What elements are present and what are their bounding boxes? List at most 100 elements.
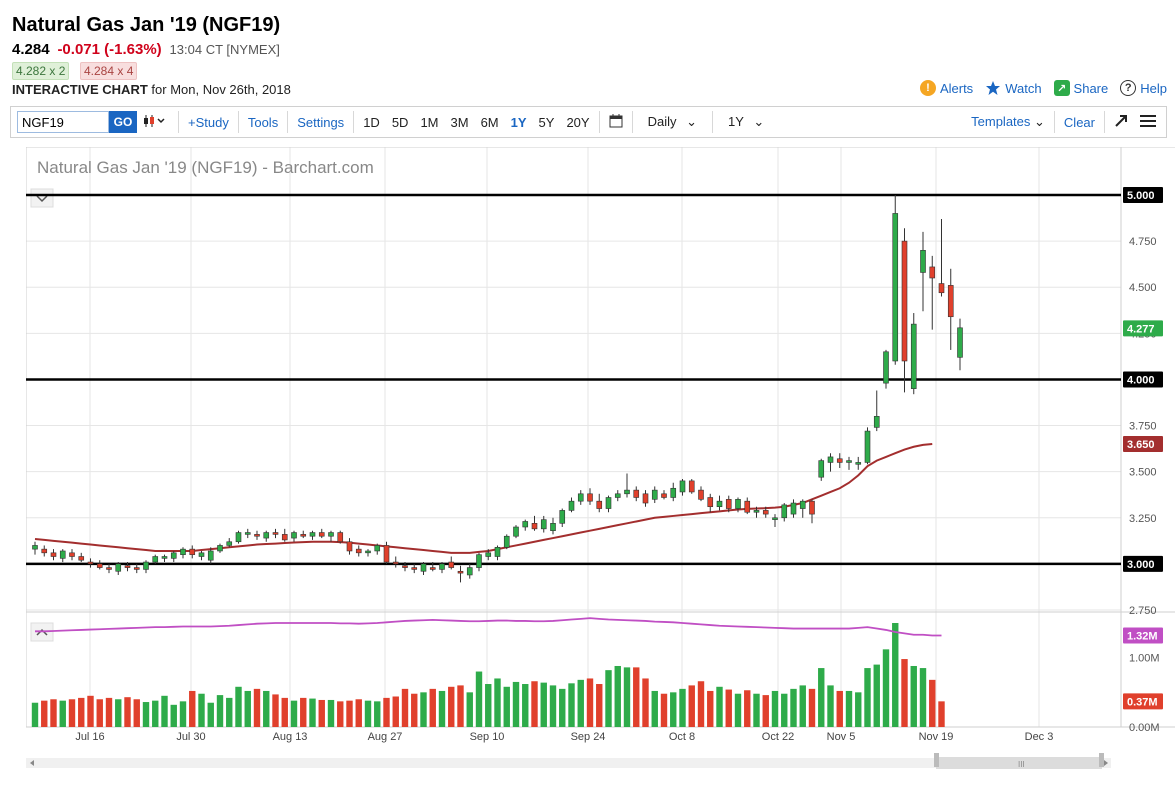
last-price: 4.284 [12, 41, 50, 58]
collapse-price-button[interactable] [30, 188, 54, 208]
candle-body [420, 563, 427, 572]
volume-bar [660, 693, 668, 727]
range-dropdown[interactable]: 1Y ⌄ [716, 114, 776, 130]
volume-bar [531, 681, 538, 727]
share-label: Share [1073, 80, 1109, 96]
candle-body [106, 567, 112, 570]
candle [402, 562, 408, 572]
candle-body [855, 462, 862, 465]
symbol-input[interactable] [17, 111, 109, 133]
volume-bar [540, 682, 547, 727]
volume-bar [475, 671, 483, 727]
candle [152, 554, 159, 564]
x-tick-label: Oct 22 [762, 731, 794, 743]
candle [365, 549, 371, 557]
volume-last-label: 0.37M [1123, 693, 1163, 710]
scroll-grip-icon: III [1018, 760, 1025, 769]
candle [920, 231, 926, 312]
candle-body [448, 561, 455, 568]
candle-body [494, 546, 501, 557]
volume-bar [300, 697, 307, 727]
candle-body [864, 430, 871, 463]
period-5y[interactable]: 5Y [538, 114, 555, 130]
chart-area[interactable]: Natural Gas Jan '19 (NGF19) - Barchart.c… [25, 146, 1175, 743]
volume-bar [253, 688, 261, 727]
volume-bar [337, 701, 344, 727]
candle-body [300, 534, 307, 537]
candle [207, 547, 214, 564]
alerts-link[interactable]: ! Alerts [919, 80, 973, 96]
candle-body [846, 460, 852, 463]
candle-body [642, 493, 649, 504]
candle-body [485, 552, 492, 557]
candle-body [143, 561, 149, 570]
period-6m[interactable]: 6M [480, 114, 499, 130]
candle [272, 528, 279, 539]
volume-bar [429, 688, 436, 727]
volume-bar [910, 665, 917, 727]
volume-bar [309, 698, 316, 727]
quote-row: 4.284 -0.071 (-1.63%) 13:04 CT [NYMEX] [12, 41, 280, 58]
candle [661, 490, 667, 500]
candle [670, 482, 677, 502]
go-button[interactable]: GO [109, 111, 137, 133]
x-tick-label: Nov 19 [919, 731, 954, 743]
settings-button[interactable]: Settings [297, 114, 345, 130]
candle-body [651, 489, 658, 500]
candle-body [217, 545, 223, 552]
period-3m[interactable]: 3M [450, 114, 469, 130]
bid-badge: 4.282 x 2 [12, 62, 70, 80]
candle-body [957, 327, 963, 358]
volume-bar [198, 693, 205, 727]
scroll-handle-left [934, 753, 939, 767]
candle [41, 545, 48, 557]
x-tick-label: Aug 13 [273, 731, 308, 743]
candle [550, 517, 556, 535]
candle-body [69, 552, 75, 557]
candle [781, 503, 788, 522]
chart-type-dropdown[interactable] [137, 114, 175, 131]
clear-button[interactable]: Clear [1063, 114, 1095, 130]
period-5d[interactable]: 5D [391, 114, 409, 130]
candle [892, 195, 899, 365]
share-link[interactable]: ↗ Share [1053, 80, 1109, 96]
date-picker-button[interactable] [603, 113, 629, 131]
expand-icon [1115, 114, 1127, 127]
volume-bar [734, 693, 742, 727]
candle-body [596, 500, 603, 509]
period-20y[interactable]: 20Y [566, 114, 590, 130]
volume-bar [623, 667, 631, 727]
candle [59, 549, 66, 563]
candle-body [762, 510, 769, 515]
tools-button[interactable]: Tools [247, 114, 279, 130]
volume-bar [522, 684, 529, 727]
candle [864, 427, 871, 465]
volume-ma-label-text: 1.32M [1127, 630, 1158, 642]
candle [725, 495, 732, 513]
volume-bar [133, 699, 140, 727]
volume-bar [281, 697, 288, 727]
volume-bar [124, 697, 131, 727]
interval-dropdown[interactable]: Daily ⌄ [636, 114, 709, 130]
study-button[interactable]: +Study [188, 114, 229, 130]
period-1y[interactable]: 1Y [510, 114, 527, 130]
expand-button[interactable] [1108, 114, 1134, 131]
alert-icon: ! [919, 80, 936, 96]
volume-bar [494, 678, 501, 727]
period-1m[interactable]: 1M [420, 114, 439, 130]
candle-body [476, 554, 482, 568]
templates-dropdown[interactable]: Templates ⌄ [965, 114, 1051, 130]
candle [624, 473, 630, 498]
volume-bar [882, 649, 890, 727]
candle-body [32, 545, 38, 550]
watch-link[interactable]: Watch [985, 80, 1042, 96]
menu-button[interactable] [1134, 114, 1166, 131]
candle-body [402, 565, 408, 568]
candle [762, 506, 769, 518]
candle [457, 565, 464, 583]
period-1d[interactable]: 1D [363, 114, 380, 130]
help-link[interactable]: ? Help [1120, 80, 1167, 96]
chart-scrollbar[interactable]: III [26, 752, 1111, 774]
candle [217, 543, 223, 553]
candle [605, 495, 612, 513]
